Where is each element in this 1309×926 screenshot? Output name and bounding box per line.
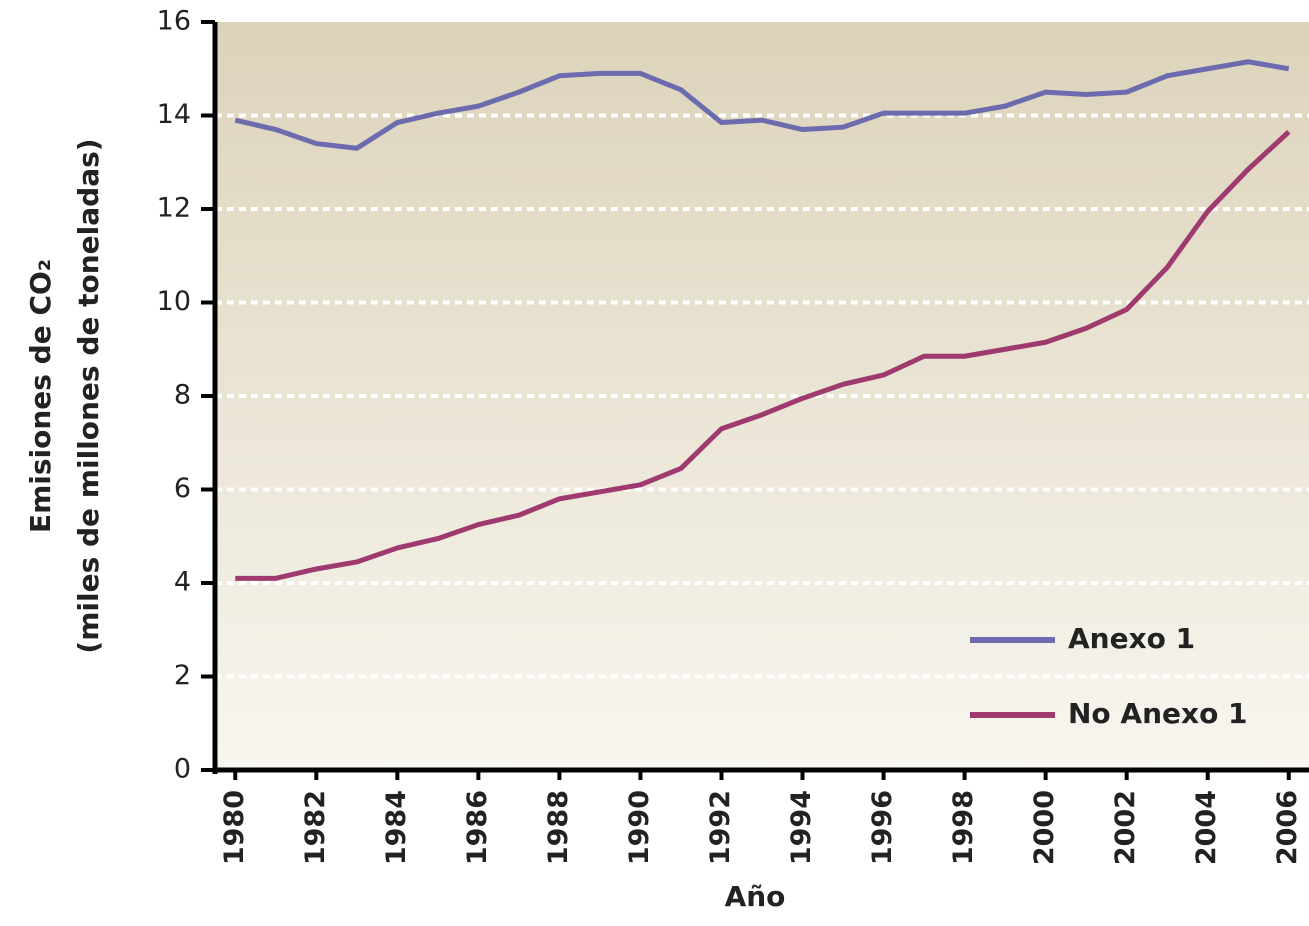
series-line bbox=[235, 130, 1291, 581]
x-tick-label: 1998 bbox=[948, 790, 979, 865]
y-tick-label: 2 bbox=[174, 660, 191, 691]
y-tick-label: 8 bbox=[174, 380, 191, 411]
x-tick-label: 1980 bbox=[219, 790, 250, 865]
y-tick-label: 16 bbox=[157, 6, 191, 37]
x-tick-label: 1982 bbox=[300, 790, 331, 865]
x-tick-label: 2006 bbox=[1272, 790, 1303, 865]
x-axis-label: Año bbox=[725, 880, 786, 913]
x-tick-label: 1984 bbox=[381, 790, 412, 865]
x-tick-label: 1992 bbox=[705, 790, 736, 865]
x-tick-label: 1986 bbox=[462, 790, 493, 865]
y-axis-label: (miles de millones de toneladas) bbox=[72, 138, 105, 653]
x-tick-label: 2002 bbox=[1110, 790, 1141, 865]
y-tick-label: 10 bbox=[157, 286, 191, 317]
legend-label: Anexo 1 bbox=[1068, 622, 1195, 655]
x-tick-label: 1990 bbox=[624, 790, 655, 865]
x-tick-label: 1988 bbox=[543, 790, 574, 865]
y-tick-label: 14 bbox=[157, 99, 191, 130]
x-tick-label: 2004 bbox=[1191, 790, 1222, 865]
x-tick-label: 1996 bbox=[867, 790, 898, 865]
y-tick-label: 6 bbox=[174, 473, 191, 504]
series-line bbox=[234, 59, 1290, 151]
x-tick-label: 2000 bbox=[1029, 790, 1060, 865]
y-tick-label: 4 bbox=[174, 567, 191, 598]
y-tick-label: 0 bbox=[174, 754, 191, 785]
y-tick-label: 12 bbox=[157, 193, 191, 224]
y-axis-label: Emisiones de CO₂ bbox=[24, 259, 57, 533]
legend-label: No Anexo 1 bbox=[1068, 697, 1248, 730]
x-tick-label: 1994 bbox=[786, 790, 817, 865]
